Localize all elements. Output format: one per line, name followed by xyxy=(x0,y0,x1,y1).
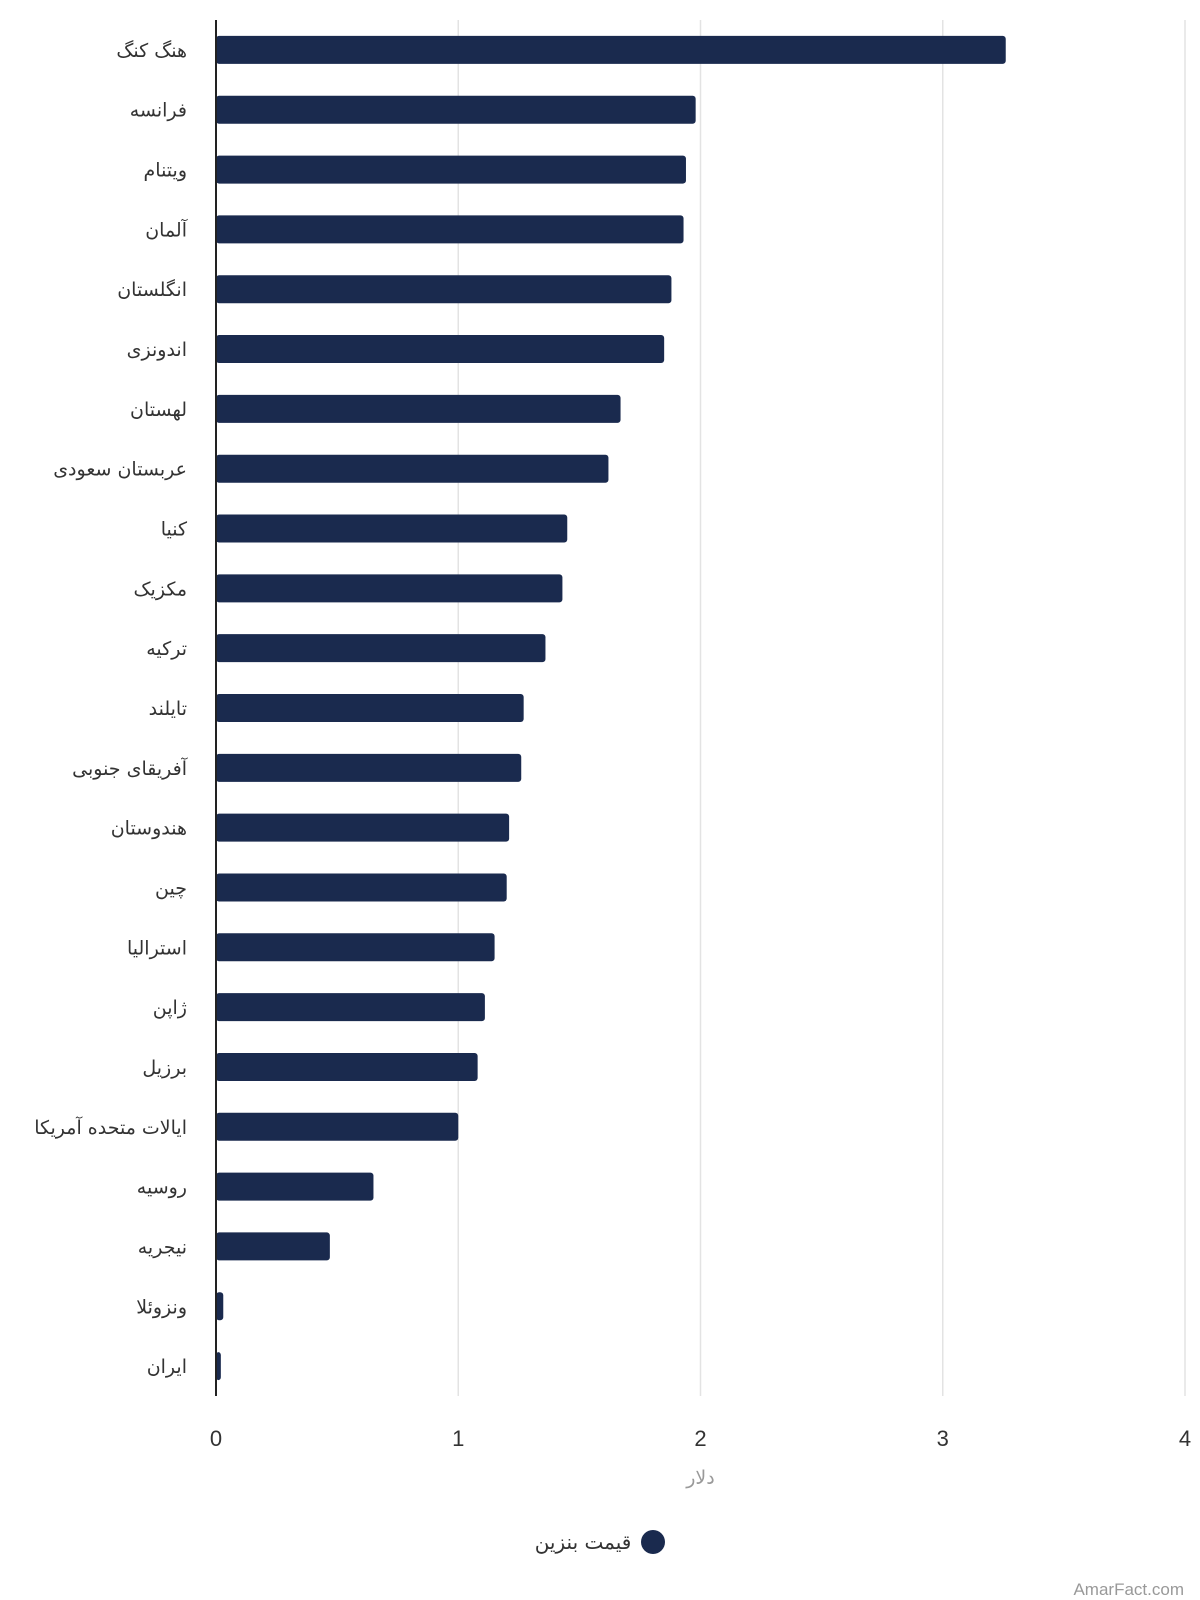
bars xyxy=(216,35,1006,1381)
legend-marker-icon xyxy=(641,1530,666,1554)
category-label: ترکیه xyxy=(146,638,187,660)
x-tick-label: 2 xyxy=(694,1426,706,1451)
x-tick-label: 4 xyxy=(1179,1426,1191,1451)
category-label: ایران xyxy=(147,1356,187,1378)
bar[interactable] xyxy=(216,1232,330,1261)
bar[interactable] xyxy=(216,1172,374,1201)
bar[interactable] xyxy=(216,634,546,663)
bar[interactable] xyxy=(216,1052,478,1081)
category-label: کنیا xyxy=(161,519,188,541)
category-label: مکزیک xyxy=(134,578,187,600)
bar[interactable] xyxy=(216,275,672,304)
x-tick-label: 3 xyxy=(937,1426,949,1451)
x-axis-title: دلار xyxy=(685,1467,714,1489)
legend-label: قیمت بنزین xyxy=(534,1530,632,1554)
category-label: اندونزی xyxy=(127,339,187,361)
credit-text: AmarFact.com xyxy=(1073,1580,1184,1599)
legend: قیمت بنزین xyxy=(0,1530,1200,1558)
category-label: نیجریه xyxy=(138,1236,187,1258)
bar[interactable] xyxy=(216,993,485,1022)
category-label: ونزوئلا xyxy=(136,1296,187,1318)
bar[interactable] xyxy=(216,335,665,364)
category-label: برزیل xyxy=(142,1057,187,1079)
category-label: هندوستان xyxy=(111,818,187,840)
bar[interactable] xyxy=(216,1112,459,1141)
bar[interactable] xyxy=(216,753,522,782)
category-label: لهستان xyxy=(130,399,187,421)
bar[interactable] xyxy=(216,95,696,124)
bar[interactable] xyxy=(216,394,621,423)
bar[interactable] xyxy=(216,454,609,483)
bar[interactable] xyxy=(216,35,1006,64)
category-label: استرالیا xyxy=(127,937,187,959)
category-label: عربستان سعودی xyxy=(53,459,187,481)
bar[interactable] xyxy=(216,873,507,902)
bar[interactable] xyxy=(216,933,495,962)
category-label: آلمان xyxy=(145,217,188,241)
bar[interactable] xyxy=(216,694,524,722)
category-label: ویتنام xyxy=(144,160,187,182)
category-labels: هنگ کنگ فرانسه ویتنام آلمان انگلستان اندونزی ل… xyxy=(34,40,188,1378)
bar[interactable] xyxy=(216,215,684,244)
bar[interactable] xyxy=(216,155,686,184)
category-label: ایالات متحده آمریکا xyxy=(34,1115,187,1139)
x-tick-labels: 0 1 2 3 4 xyxy=(210,1426,1191,1451)
category-label: انگلستان xyxy=(117,278,187,301)
category-label: فرانسه xyxy=(130,100,187,122)
category-label: روسیه xyxy=(137,1177,187,1199)
category-label: هنگ کنگ xyxy=(116,40,187,62)
bar[interactable] xyxy=(216,813,510,842)
category-label: تایلند xyxy=(149,698,187,720)
bar[interactable] xyxy=(216,1352,221,1381)
bar[interactable] xyxy=(216,514,568,543)
x-tick-label: 1 xyxy=(452,1426,464,1451)
category-label: آفریقای جنوبی xyxy=(72,756,188,780)
category-label: چین xyxy=(155,877,187,899)
bar[interactable] xyxy=(216,574,563,603)
bar[interactable] xyxy=(216,1292,224,1321)
x-tick-label: 0 xyxy=(210,1426,222,1451)
category-label: ژاپن xyxy=(153,997,187,1019)
legend-item[interactable]: قیمت بنزین xyxy=(535,1530,666,1554)
